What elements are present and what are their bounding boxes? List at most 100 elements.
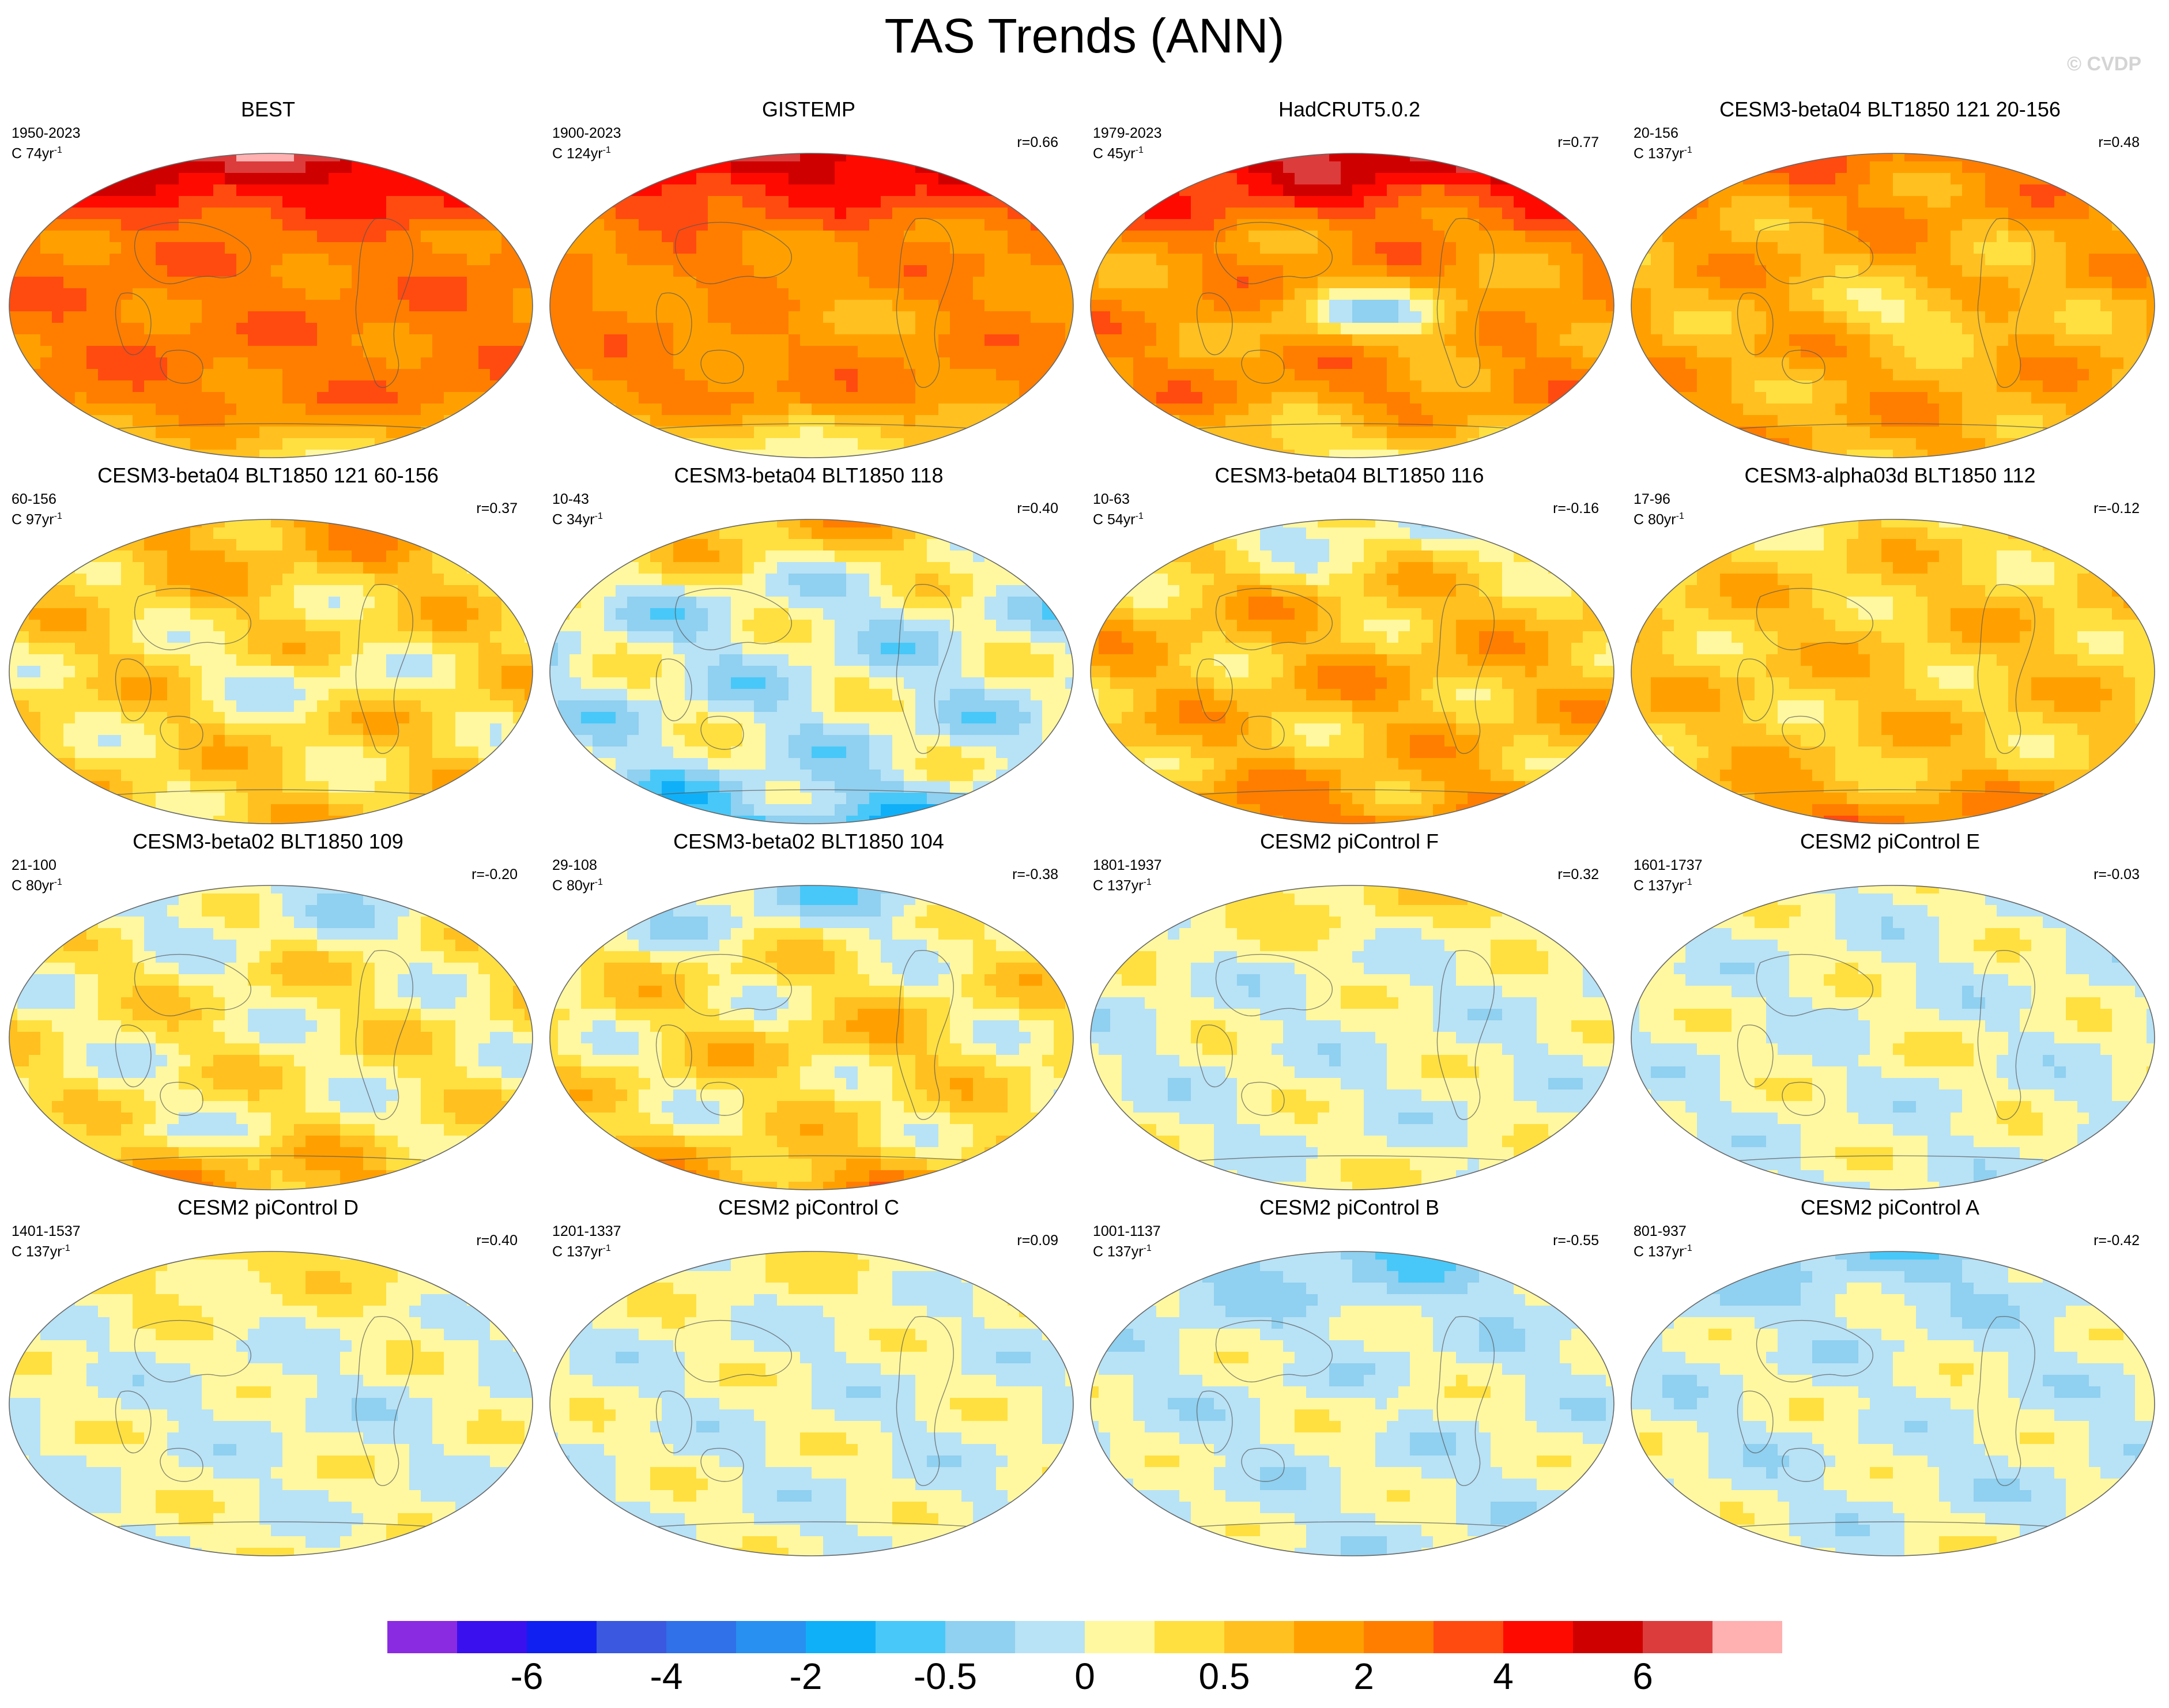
colorbar-swatch bbox=[736, 1621, 806, 1653]
panel-correlation: r=-0.38 bbox=[1012, 866, 1058, 883]
panel-trend-length: C 137yr-1 bbox=[1634, 1240, 1692, 1260]
panel-years: 1979-2023 bbox=[1093, 125, 1162, 142]
trend-map bbox=[1090, 885, 1615, 1190]
panel-title: CESM3-beta04 BLT1850 121 20-156 bbox=[1622, 98, 2158, 121]
panel-trend-length: C 80yr-1 bbox=[1634, 508, 1684, 528]
colorbar-swatch bbox=[1503, 1621, 1574, 1653]
colorbar-swatch bbox=[457, 1621, 527, 1653]
colorbar-swatch bbox=[1712, 1621, 1782, 1653]
panel-years: 60-156 bbox=[12, 491, 56, 508]
map-panel: CESM2 piControl F 1801-1937 C 137yr-1 r=0.3… bbox=[1081, 830, 1617, 1193]
map-panel: CESM3-beta04 BLT1850 118 10-43 C 34yr-1 r=0… bbox=[541, 464, 1077, 827]
colorbar-swatch bbox=[1224, 1621, 1295, 1653]
panel-correlation: r=-0.20 bbox=[471, 866, 518, 883]
panel-trend-length: C 137yr-1 bbox=[12, 1240, 70, 1260]
panel-years: 1601-1737 bbox=[1634, 857, 1703, 874]
watermark: © CVDP bbox=[2067, 53, 2141, 76]
panel-trend-length: C 74yr-1 bbox=[12, 142, 62, 162]
colorbar-tick-label: 6 bbox=[1632, 1654, 1653, 1698]
colorbar-swatch bbox=[1364, 1621, 1434, 1653]
panel-correlation: r=-0.55 bbox=[1553, 1232, 1599, 1249]
trend-map bbox=[9, 153, 533, 458]
colorbar-swatch bbox=[1015, 1621, 1085, 1653]
colorbar-swatch bbox=[597, 1621, 667, 1653]
panel-trend-length: C 137yr-1 bbox=[1093, 874, 1152, 894]
panel-years: 1801-1937 bbox=[1093, 857, 1162, 874]
trend-map bbox=[9, 885, 533, 1190]
panel-years: 10-43 bbox=[552, 491, 589, 508]
panel-title: CESM3-beta04 BLT1850 118 bbox=[541, 464, 1077, 487]
panel-title: CESM2 piControl C bbox=[541, 1196, 1077, 1219]
panel-years: 1201-1337 bbox=[552, 1223, 621, 1240]
panel-years: 1900-2023 bbox=[552, 125, 621, 142]
trend-map bbox=[1090, 1251, 1615, 1556]
colorbar-tick-label: -6 bbox=[511, 1654, 544, 1698]
map-panel: BEST 1950-2023 C 74yr-1 bbox=[0, 98, 536, 461]
map-panel: CESM3-beta04 BLT1850 121 60-156 60-156 C 9… bbox=[0, 464, 536, 827]
colorbar-tick-label: 4 bbox=[1493, 1654, 1514, 1698]
panel-title: HadCRUT5.0.2 bbox=[1081, 98, 1617, 121]
map-panel: CESM3-beta04 BLT1850 116 10-63 C 54yr-1 r=-… bbox=[1081, 464, 1617, 827]
trend-map bbox=[1631, 153, 2155, 458]
panel-trend-length: C 137yr-1 bbox=[1634, 142, 1692, 162]
map-panel: CESM2 piControl D 1401-1537 C 137yr-1 r=0.4… bbox=[0, 1196, 536, 1559]
colorbar-swatch bbox=[806, 1621, 876, 1653]
map-panel: HadCRUT5.0.2 1979-2023 C 45yr-1 r=0.77 bbox=[1081, 98, 1617, 461]
chart-title: TAS Trends (ANN) bbox=[0, 7, 2169, 65]
trend-map bbox=[1090, 153, 1615, 458]
panel-title: CESM3-beta02 BLT1850 109 bbox=[0, 830, 536, 853]
panel-correlation: r=0.48 bbox=[2098, 134, 2140, 151]
map-panel: CESM2 piControl A 801-937 C 137yr-1 r=-0.42 bbox=[1622, 1196, 2158, 1559]
panel-title: BEST bbox=[0, 98, 536, 121]
trend-map bbox=[1631, 519, 2155, 824]
colorbar-tick-label: -4 bbox=[650, 1654, 683, 1698]
panel-correlation: r=0.66 bbox=[1017, 134, 1058, 151]
panel-correlation: r=-0.16 bbox=[1553, 500, 1599, 517]
trend-map bbox=[9, 519, 533, 824]
colorbar-swatch bbox=[1434, 1621, 1504, 1653]
panel-years: 21-100 bbox=[12, 857, 56, 874]
panel-title: CESM2 piControl F bbox=[1081, 830, 1617, 853]
panel-title: CESM3-beta04 BLT1850 116 bbox=[1081, 464, 1617, 487]
map-panel: CESM3-beta02 BLT1850 109 21-100 C 80yr-1 r=… bbox=[0, 830, 536, 1193]
trend-map bbox=[1090, 519, 1615, 824]
panel-title: CESM2 piControl A bbox=[1622, 1196, 2158, 1219]
panel-years: 29-108 bbox=[552, 857, 597, 874]
colorbar-swatch bbox=[1155, 1621, 1225, 1653]
panel-years: 20-156 bbox=[1634, 125, 1678, 142]
panel-correlation: r=0.40 bbox=[1017, 500, 1058, 517]
panel-trend-length: C 45yr-1 bbox=[1093, 142, 1144, 162]
colorbar-swatch bbox=[666, 1621, 737, 1653]
panel-years: 1001-1137 bbox=[1093, 1223, 1161, 1240]
map-panel: CESM3-beta04 BLT1850 121 20-156 20-156 C 1… bbox=[1622, 98, 2158, 461]
colorbar-tick-label: 0 bbox=[1074, 1654, 1095, 1698]
panel-title: CESM2 piControl D bbox=[0, 1196, 536, 1219]
panel-trend-length: C 97yr-1 bbox=[12, 508, 62, 528]
panel-title: CESM2 piControl B bbox=[1081, 1196, 1617, 1219]
panel-correlation: r=0.09 bbox=[1017, 1232, 1058, 1249]
panel-trend-length: C 137yr-1 bbox=[1093, 1240, 1152, 1260]
panel-trend-length: C 137yr-1 bbox=[1634, 874, 1692, 894]
panel-years: 17-96 bbox=[1634, 491, 1670, 508]
map-panel: CESM3-alpha03d BLT1850 112 17-96 C 80yr-1 r… bbox=[1622, 464, 2158, 827]
panel-title: CESM3-alpha03d BLT1850 112 bbox=[1622, 464, 2158, 487]
colorbar-swatch bbox=[1294, 1621, 1364, 1653]
panel-title: CESM2 piControl E bbox=[1622, 830, 2158, 853]
trend-map bbox=[549, 1251, 1074, 1556]
panel-correlation: r=0.37 bbox=[476, 500, 518, 517]
map-panel: CESM3-beta02 BLT1850 104 29-108 C 80yr-1 r=… bbox=[541, 830, 1077, 1193]
trend-map bbox=[1631, 885, 2155, 1190]
panel-correlation: r=0.77 bbox=[1557, 134, 1599, 151]
colorbar-tick-label: 0.5 bbox=[1199, 1654, 1250, 1698]
panel-title: GISTEMP bbox=[541, 98, 1077, 121]
colorbar-swatch bbox=[1085, 1621, 1155, 1653]
panel-trend-length: C 54yr-1 bbox=[1093, 508, 1144, 528]
trend-map bbox=[9, 1251, 533, 1556]
trend-map bbox=[549, 519, 1074, 824]
panel-title: CESM3-beta02 BLT1850 104 bbox=[541, 830, 1077, 853]
colorbar-swatch bbox=[876, 1621, 946, 1653]
panel-correlation: r=-0.03 bbox=[2093, 866, 2140, 883]
colorbar-swatch bbox=[945, 1621, 1016, 1653]
trend-map bbox=[549, 153, 1074, 458]
panel-years: 1950-2023 bbox=[12, 125, 81, 142]
